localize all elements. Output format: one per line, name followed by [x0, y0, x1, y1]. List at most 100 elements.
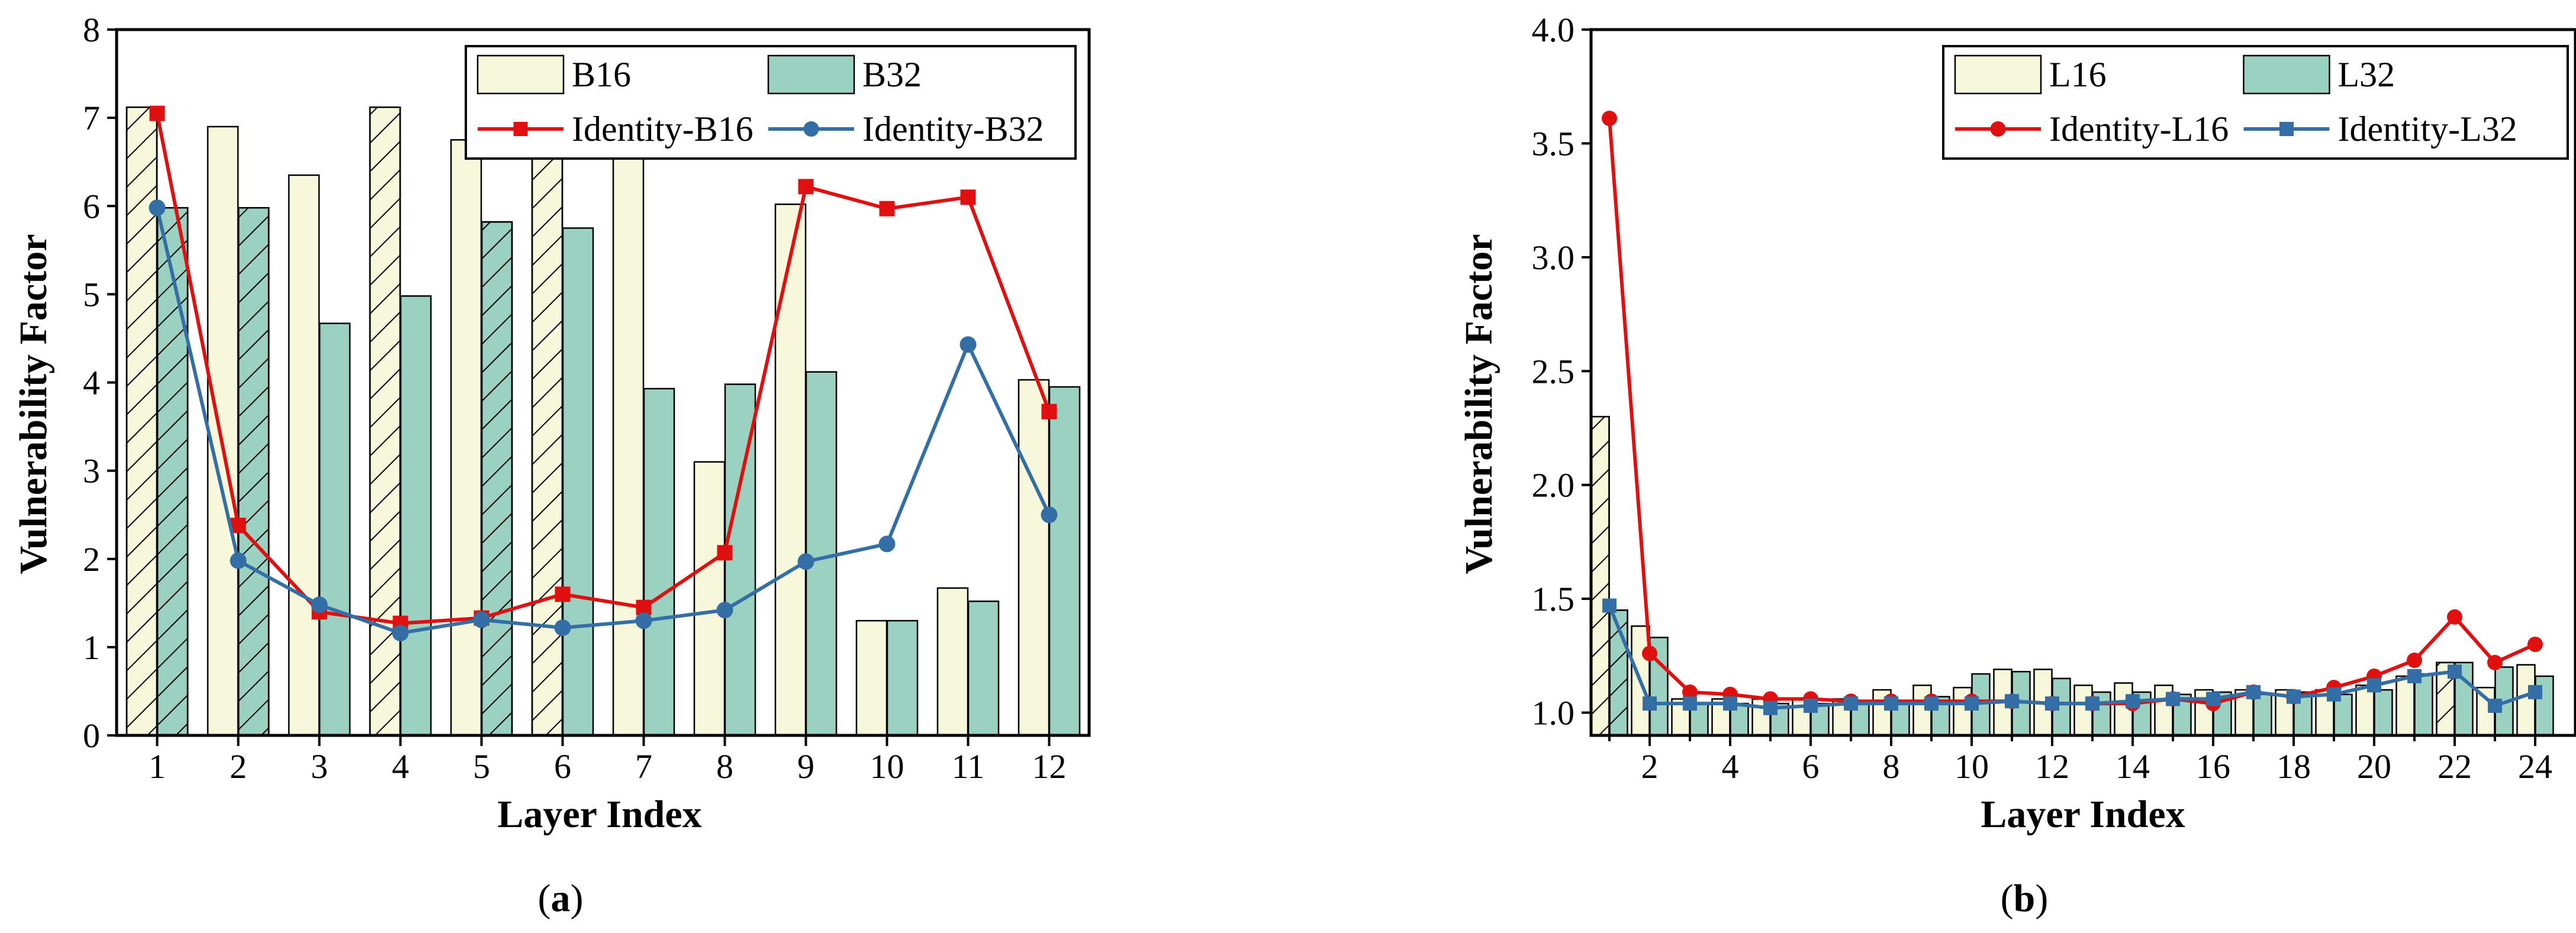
x-tick-label: 1	[149, 747, 166, 786]
x-tick-label: 4	[392, 747, 409, 786]
bar-b32-layer-3	[318, 322, 351, 737]
point-identity-b32-layer-11	[959, 336, 977, 353]
point-identity-l16-layer-21	[2407, 653, 2422, 669]
y-tick-label: 5	[83, 275, 100, 314]
point-identity-l32-layer-17	[2246, 685, 2261, 699]
point-identity-l32-layer-16	[2206, 692, 2220, 706]
x-tick-label: 3	[311, 747, 328, 786]
y-tick-label: 3.0	[1532, 238, 1575, 277]
x-tick-label: 14	[2115, 747, 2150, 786]
point-identity-l16-layer-1	[1602, 111, 1617, 127]
bar-hatch-b32-layer-2	[237, 206, 270, 737]
bar-l16-layer-21	[2395, 675, 2415, 737]
panel-b-legend: L16 L32 Identity-L16 Identity-L32	[1942, 45, 2569, 160]
bar-l16-layer-24	[2516, 664, 2536, 737]
x-tick-label: 6	[554, 747, 571, 786]
point-identity-l16-layer-23	[2487, 654, 2503, 670]
point-identity-l32-layer-5	[1763, 700, 1778, 715]
x-tick-label: 2	[1641, 747, 1659, 786]
y-tick-label: 2	[83, 540, 100, 579]
point-identity-b32-layer-6	[554, 619, 571, 637]
bar-b32-layer-11	[967, 601, 1000, 737]
bar-l32-layer-13	[2092, 691, 2111, 737]
point-identity-l32-layer-3	[1683, 696, 1697, 711]
y-tick-label: 7	[83, 99, 100, 137]
bar-hatch-b16-layer-4	[369, 106, 401, 737]
point-identity-l32-layer-11	[2005, 694, 2019, 709]
legend-label-identity-l16: Identity-L16	[2049, 109, 2229, 148]
bar-hatch-l16-layer-1	[1590, 415, 1610, 737]
point-identity-l32-layer-8	[1884, 696, 1898, 711]
bar-b16-layer-2	[207, 125, 239, 737]
x-tick-label: 8	[716, 747, 733, 786]
point-identity-l32-layer-20	[2367, 678, 2381, 693]
legend-marker-identity-b32	[803, 121, 819, 137]
x-tick-label: 16	[2196, 747, 2230, 786]
point-identity-l32-layer-6	[1804, 698, 1818, 713]
panel-a-y-axis-label: Vulnerability Factor	[12, 234, 55, 574]
bar-l32-layer-17	[2253, 693, 2272, 737]
panel-b-x-axis-label: Layer Index	[1981, 793, 2185, 836]
bar-hatch-b16-layer-6	[531, 130, 564, 737]
y-tick-label: 3	[83, 452, 100, 490]
plot-frame	[1589, 28, 2576, 737]
y-tick-label: 1.5	[1532, 580, 1575, 618]
x-tick-label: 4	[1722, 747, 1739, 786]
point-identity-b32-layer-4	[392, 625, 409, 642]
point-identity-l32-layer-15	[2166, 692, 2180, 706]
point-identity-b16-layer-9	[798, 179, 814, 195]
bar-l32-layer-18	[2293, 691, 2313, 737]
point-identity-b32-layer-12	[1041, 506, 1058, 524]
y-tick-label: 3.5	[1532, 124, 1575, 163]
legend-label-l32: L32	[2338, 55, 2395, 94]
panel-b-y-axis-label: Vulnerability Factor	[1457, 234, 1500, 574]
panel-b-caption-letter: b	[2014, 877, 2036, 920]
point-identity-b32-layer-3	[311, 596, 328, 614]
bar-b32-layer-10	[886, 619, 919, 737]
bar-b16-layer-3	[288, 174, 320, 737]
y-tick-label: 1.0	[1532, 694, 1575, 732]
line-identity-l16	[1608, 118, 2536, 706]
point-identity-b32-layer-10	[878, 535, 896, 553]
legend-swatch-l16	[1954, 54, 2042, 95]
y-tick-label: 4	[83, 364, 100, 402]
x-tick-label: 12	[1032, 747, 1067, 786]
x-tick-label: 22	[2437, 747, 2472, 786]
legend-label-identity-b32: Identity-B32	[862, 109, 1044, 148]
point-identity-l16-layer-2	[1642, 645, 1657, 661]
point-identity-l32-layer-2	[1643, 696, 1657, 711]
x-tick-label: 7	[635, 747, 652, 786]
legend-label-identity-l32: Identity-L32	[2338, 109, 2517, 148]
panel-b-chart: 1.01.52.02.53.03.54.02 4 6 8 10 12 14 16 18 20 22 2…	[1457, 11, 2576, 920]
x-tick-label: 20	[2357, 747, 2391, 786]
bar-b32-layer-9	[805, 371, 838, 737]
point-identity-b16-layer-6	[555, 586, 571, 602]
bar-b32-layer-6	[562, 227, 594, 737]
y-tick-label: 2.5	[1532, 352, 1575, 390]
legend-label-b16: B16	[572, 55, 631, 94]
point-identity-b32-layer-1	[149, 199, 166, 217]
x-tick-label: 9	[797, 747, 814, 786]
legend-marker-identity-l16	[1990, 121, 2006, 137]
y-tick-label: 2.0	[1532, 466, 1575, 505]
x-tick-label: 24	[2518, 747, 2552, 786]
y-tick-label: 6	[83, 187, 100, 225]
point-identity-l32-layer-18	[2287, 689, 2301, 704]
legend-swatch-b16	[476, 54, 565, 95]
point-identity-b16-layer-11	[960, 189, 976, 205]
point-identity-l32-layer-23	[2488, 698, 2502, 713]
x-tick-label: 2	[230, 747, 247, 786]
x-tick-label: 8	[1883, 747, 1900, 786]
bar-b16-layer-5	[450, 139, 482, 737]
panel-b-caption: (b)	[2001, 877, 2049, 920]
y-tick-label: 0	[83, 716, 100, 755]
x-tick-label: 5	[473, 747, 490, 786]
point-identity-l16-layer-3	[1682, 684, 1698, 700]
bar-hatch-b32-layer-5	[481, 221, 513, 737]
bar-b16-layer-9	[774, 204, 807, 737]
point-identity-l32-layer-24	[2528, 685, 2542, 699]
bar-b32-layer-12	[1048, 386, 1081, 737]
y-tick-label: 1	[83, 628, 100, 667]
